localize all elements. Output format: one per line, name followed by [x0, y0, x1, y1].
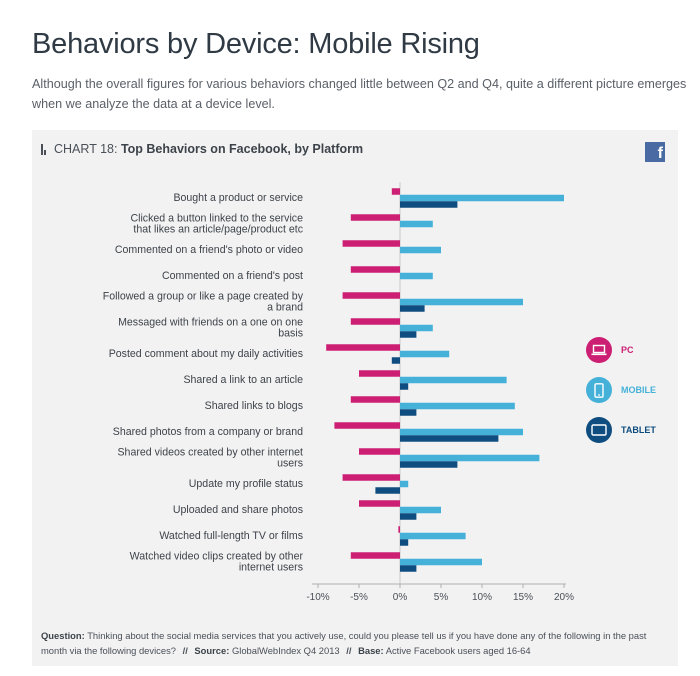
category-label: users — [277, 457, 303, 469]
bar-mobile — [400, 194, 564, 202]
bar-pc — [350, 552, 400, 559]
category-label: Update my profile status — [189, 478, 303, 490]
x-tick-label: 0% — [393, 592, 408, 603]
chart-header: CHART 18: Top Behaviors on Facebook, by … — [41, 142, 363, 156]
base-text: Active Facebook users aged 16-64 — [385, 645, 531, 656]
bar-tablet — [391, 357, 400, 364]
x-tick-label: 10% — [472, 592, 492, 603]
facebook-icon[interactable]: f — [645, 142, 665, 162]
bar-pc — [350, 318, 400, 325]
category-label: that likes an article/page/product etc — [133, 223, 303, 235]
category-label: Posted comment about my daily activities — [109, 348, 303, 360]
bar-tablet — [400, 513, 417, 520]
category-label: Uploaded and share photos — [173, 504, 303, 516]
legend-item-pc: PC — [586, 337, 634, 363]
category-label: Shared videos created by other internet — [117, 446, 303, 458]
category-label: internet users — [239, 561, 303, 573]
chart-title: Top Behaviors on Facebook, by Platform — [120, 142, 364, 156]
bar-mobile — [400, 428, 523, 436]
base-label: Base: — [358, 645, 384, 656]
bar-tablet — [400, 383, 409, 390]
category-label: Commented on a friend's photo or video — [115, 244, 303, 256]
bar-chart: Bought a product or service Clicked a but… — [103, 182, 574, 603]
chart-number: CHART 18: — [54, 142, 121, 156]
x-tick-label: 5% — [434, 592, 449, 603]
legend-item-mobile: MOBILE — [586, 377, 656, 403]
bar-mobile — [400, 246, 441, 254]
bar-mobile — [400, 506, 441, 514]
bar-mobile — [400, 220, 433, 228]
category-label: Watched video clips created by other — [130, 550, 304, 562]
x-tick-label: 15% — [513, 592, 533, 603]
bar-tablet — [375, 487, 400, 494]
bar-tablet — [400, 461, 458, 468]
bar-pc — [334, 422, 400, 429]
legend-label-pc: PC — [621, 345, 634, 355]
source-label: Source: — [194, 645, 230, 656]
smartphone-icon — [586, 377, 612, 403]
category-label: Shared a link to an article — [183, 374, 303, 386]
legend-label-tablet: TABLET — [621, 425, 656, 435]
bar-tablet — [400, 565, 417, 572]
bar-pc — [359, 370, 400, 377]
bar-pc — [342, 292, 400, 299]
category-label: basis — [278, 327, 303, 339]
bar-tablet — [400, 435, 499, 442]
bar-mobile — [400, 402, 515, 410]
legend-item-tablet: TABLET — [586, 417, 656, 443]
bar-pc — [350, 214, 400, 221]
bar-chart-icon — [41, 143, 46, 155]
chart-panel: CHART 18: Top Behaviors on Facebook, by … — [32, 130, 678, 666]
bar-pc — [359, 500, 400, 507]
x-tick-label: 20% — [554, 592, 574, 603]
tablet-icon — [586, 417, 612, 443]
bar-pc — [342, 474, 400, 481]
bar-pc — [350, 266, 400, 273]
bar-tablet — [400, 331, 417, 338]
category-label: Bought a product or service — [173, 192, 303, 204]
question-text: Thinking about the social media services… — [41, 630, 647, 656]
bar-pc — [398, 526, 400, 533]
bar-mobile — [400, 272, 433, 280]
category-label: Messaged with friends on a one on one — [118, 316, 303, 328]
x-tick-label: -10% — [306, 592, 329, 603]
category-label: a brand — [267, 301, 303, 313]
bar-mobile — [400, 324, 433, 332]
bar-mobile — [400, 480, 409, 488]
separator: // — [346, 645, 352, 656]
laptop-icon — [586, 337, 612, 363]
bar-tablet — [400, 409, 417, 416]
bar-tablet — [400, 305, 425, 312]
bar-mobile — [400, 454, 540, 462]
facebook-glyph: f — [657, 145, 663, 162]
bar-mobile — [400, 376, 507, 384]
bar-pc — [342, 240, 400, 247]
bar-pc — [350, 396, 400, 403]
source-text: GlobalWebIndex Q4 2013 — [231, 645, 340, 656]
bar-mobile — [400, 558, 482, 566]
bar-mobile — [400, 350, 450, 358]
category-label: Followed a group or like a page created … — [103, 290, 304, 302]
category-label: Shared links to blogs — [205, 400, 303, 412]
bar-mobile — [400, 298, 523, 306]
bar-pc — [359, 448, 400, 455]
chart-footnote: Question: Thinking about the social medi… — [41, 628, 671, 658]
category-label: Commented on a friend's post — [162, 270, 303, 282]
bar-pc — [391, 188, 400, 195]
x-tick-label: -5% — [350, 592, 368, 603]
bar-tablet — [400, 539, 409, 546]
page-intro: Although the overall figures for various… — [32, 77, 687, 111]
bar-mobile — [400, 532, 466, 540]
category-label: Clicked a button linked to the service — [130, 212, 303, 224]
legend-label-mobile: MOBILE — [621, 385, 656, 395]
page-title: Behaviors by Device: Mobile Rising — [32, 28, 480, 60]
bar-pc — [326, 344, 400, 351]
separator: // — [182, 645, 188, 656]
bar-tablet — [400, 201, 458, 208]
category-label: Watched full-length TV or films — [159, 530, 303, 542]
category-label: Shared photos from a company or brand — [113, 426, 303, 438]
question-label: Question: — [41, 630, 85, 641]
